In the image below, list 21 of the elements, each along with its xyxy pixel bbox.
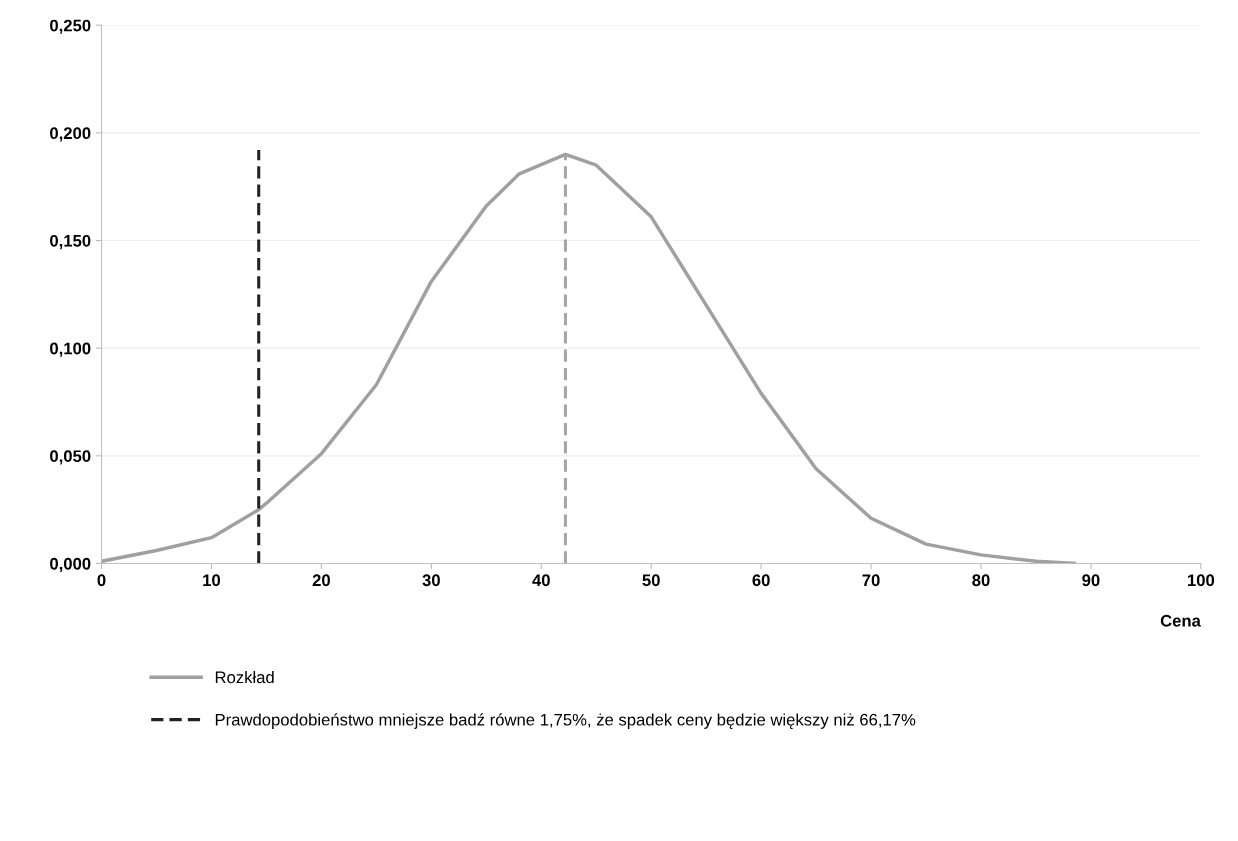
x-tick-label: 0 [97,574,106,587]
x-tick-label: 30 [422,574,440,587]
x-tick-label: 10 [203,574,221,587]
x-tick-label: 20 [312,574,330,587]
x-tick-label: 80 [972,574,990,587]
x-tick-label: 90 [1082,574,1100,587]
line-series [101,152,1077,564]
y-tick-label: 0,050 [50,450,91,465]
legend-label: Prawdopodobieństwo mniejsze badź równe 1,75%, że spadek ceny będzie większy niż 66,17% [215,713,916,729]
x-axis-title: Cena [1160,614,1201,627]
x-tick-label: 40 [532,574,550,587]
y-tick-label: 0,250 [50,19,91,34]
legend-label: Rozkład [215,670,274,684]
y-tick-label: 0,000 [50,557,91,573]
y-tick-label: 0,200 [50,127,91,142]
y-tick-label: 0,100 [50,342,91,357]
x-tick-label: 60 [752,574,770,587]
x-tick-label: 50 [642,574,660,587]
y-tick-label: 0,150 [50,234,91,250]
x-tick-label: 100 [1188,574,1215,587]
x-tick-label: 70 [862,574,880,587]
